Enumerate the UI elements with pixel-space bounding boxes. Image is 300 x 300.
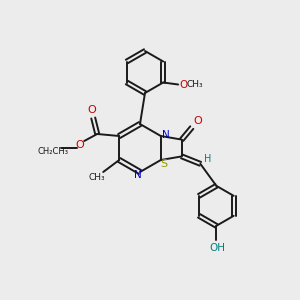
Text: N: N [134, 170, 142, 180]
Text: O: O [194, 116, 202, 126]
Text: OH: OH [209, 243, 225, 253]
Text: CH₃: CH₃ [187, 80, 203, 89]
Text: CH₂CH₃: CH₂CH₃ [38, 148, 69, 157]
Text: O: O [88, 105, 97, 115]
Text: CH₃: CH₃ [89, 173, 106, 182]
Text: H: H [204, 154, 211, 164]
Text: O: O [179, 80, 187, 89]
Text: N: N [162, 130, 170, 140]
Text: O: O [76, 140, 85, 150]
Text: S: S [160, 159, 167, 169]
